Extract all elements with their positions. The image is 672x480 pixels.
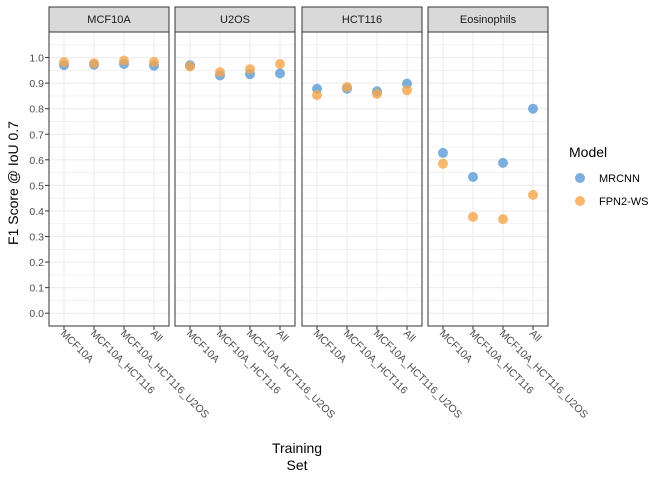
facet-strip [48, 6, 170, 33]
facet-strip [427, 6, 549, 33]
data-point-fpn2ws [119, 55, 129, 66]
data-point-fpn2ws [89, 58, 99, 69]
data-point-fpn2ws [59, 57, 69, 68]
facet-eosinophils: EosinophilsMCF10AMCF10A_HCT116MCF10A_HCT… [427, 6, 590, 421]
x-tick-label: All [401, 328, 418, 345]
data-point-fpn2ws [275, 58, 285, 69]
legend-label-mrcnn: MRCNN [599, 173, 640, 185]
y-tick-label: 0.5 [29, 180, 44, 192]
panel-border [427, 31, 549, 327]
panel-border [48, 31, 170, 327]
facet-label: U2OS [220, 14, 250, 26]
y-tick-label: 0.7 [29, 129, 44, 141]
data-point-fpn2ws [149, 56, 159, 67]
facet-strip [174, 6, 296, 33]
x-tick-label: All [274, 328, 291, 345]
facet-label: HCT116 [342, 14, 382, 26]
y-tick-label: 0.3 [29, 232, 44, 244]
data-point-fpn2ws [372, 88, 382, 99]
y-tick-label: 0.9 [29, 78, 44, 90]
panel-border [301, 31, 423, 327]
facet-label: MCF10A [87, 14, 131, 26]
y-tick-label: 0.6 [29, 155, 44, 167]
facet-u2os: U2OSMCF10AMCF10A_HCT116MCF10A_HCT116_U2O… [174, 6, 337, 421]
y-tick-label: 0.1 [29, 283, 44, 295]
data-point-fpn2ws [498, 214, 508, 225]
legend-key-mrcnn [575, 173, 585, 183]
facet-strip [301, 6, 423, 33]
panels: 0.00.10.20.30.40.50.60.70.80.91.0MCF10AM… [29, 6, 590, 421]
data-point-mrcnn [528, 103, 538, 114]
y-axis-title: F1 Score @ IoU 0.7 [5, 121, 21, 245]
legend-label-fpn2ws: FPN2-WS [599, 196, 649, 208]
x-tick-label: All [527, 328, 544, 345]
y-tick-label: 0.2 [29, 257, 44, 269]
panel-border [174, 31, 296, 327]
data-point-mrcnn [498, 157, 508, 168]
data-point-mrcnn [468, 171, 478, 182]
facet-hct116: HCT116MCF10AMCF10A_HCT116MCF10A_HCT116_U… [301, 6, 464, 421]
x-axis-title-line-1: Training [272, 440, 322, 456]
data-point-fpn2ws [438, 158, 448, 169]
data-point-fpn2ws [185, 61, 195, 72]
y-tick-label: 0.0 [29, 308, 44, 320]
y-tick-label: 0.8 [29, 104, 44, 116]
data-point-fpn2ws [468, 211, 478, 222]
legend-key-fpn2ws [575, 196, 585, 206]
legend-title: Model [569, 144, 607, 160]
data-point-mrcnn [275, 68, 285, 79]
data-point-mrcnn [438, 147, 448, 158]
data-point-fpn2ws [402, 85, 412, 96]
data-point-fpn2ws [245, 64, 255, 75]
x-axis-title-line-2: Set [286, 457, 307, 473]
data-point-fpn2ws [312, 90, 322, 101]
data-point-fpn2ws [215, 67, 225, 78]
data-point-fpn2ws [528, 189, 538, 200]
x-tick-label: All [148, 328, 165, 345]
data-point-fpn2ws [342, 81, 352, 92]
facet-label: Eosinophils [460, 14, 517, 26]
y-tick-label: 1.0 [29, 53, 44, 65]
y-tick-label: 0.4 [29, 206, 44, 218]
